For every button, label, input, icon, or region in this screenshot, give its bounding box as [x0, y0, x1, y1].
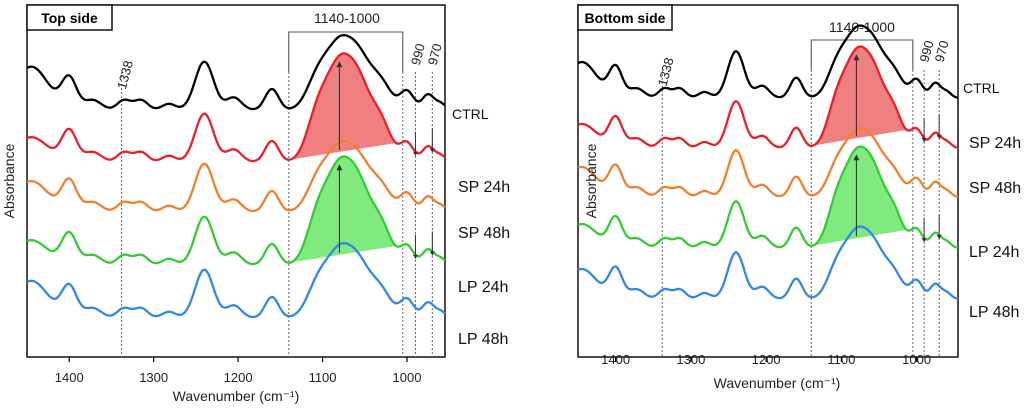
shaded-area — [811, 46, 913, 146]
reference-label: 1338 — [114, 59, 136, 91]
arrow-head — [921, 238, 927, 243]
shaded-areas — [811, 46, 913, 246]
arrow-head — [853, 154, 860, 161]
series-label: LP 48h — [458, 331, 508, 348]
shaded-area — [811, 146, 913, 246]
x-tick-label: 1300 — [139, 370, 168, 385]
series-label: LP 24h — [969, 244, 1019, 261]
bracket-label: 1140-1000 — [314, 10, 380, 26]
arrow-head — [412, 254, 418, 259]
title-box: Top side — [26, 4, 113, 31]
reference-label: 990 — [917, 39, 937, 64]
band-bracket: 1140-1000 — [288, 10, 404, 72]
spectrum-line — [577, 45, 959, 149]
x-tick-label: 1300 — [676, 352, 705, 367]
title-box: Bottom side — [577, 4, 673, 31]
arrow-head — [936, 134, 942, 139]
x-tick-label: 1400 — [55, 370, 84, 385]
series-label: LP 24h — [458, 279, 508, 296]
change-arrows — [853, 54, 942, 243]
series-label: SP 48h — [458, 225, 510, 242]
spectrum-line — [577, 127, 959, 198]
band-bracket: 1140-1000 — [810, 19, 914, 70]
bracket-line — [288, 31, 404, 72]
reference-label: 970 — [425, 42, 445, 67]
shaded-area — [288, 156, 403, 263]
series-label: SP 48h — [969, 180, 1021, 197]
spectrum-line — [26, 241, 446, 319]
x-ticks: 1400 1300 1200 1100 1000 — [601, 352, 931, 367]
x-tick-label: 1000 — [902, 352, 931, 367]
arrow-head — [429, 148, 435, 153]
reference-label: 1338 — [655, 56, 677, 88]
arrow-head — [336, 61, 343, 68]
series-label: SP 24h — [458, 179, 510, 196]
spectrum-line — [577, 225, 959, 300]
title-box-frame — [577, 4, 673, 31]
series-label: CTRL — [452, 106, 489, 122]
series-label: SP 24h — [969, 135, 1021, 152]
reference-label: 990 — [408, 42, 428, 67]
series-label: CTRL — [963, 80, 1000, 96]
panel-title: Bottom side — [585, 10, 666, 26]
x-tick-label: 1100 — [827, 352, 855, 367]
spectrum-line — [26, 33, 446, 111]
spectrum-line — [577, 145, 959, 249]
x-axis-label: Wavenumber (cm⁻¹) — [173, 388, 300, 404]
shaded-areas — [288, 53, 403, 263]
x-axis-label: Wavenumber (cm⁻¹) — [714, 375, 841, 391]
x-tick-label: 1200 — [224, 370, 253, 385]
x-tick-label: 1200 — [752, 352, 781, 367]
y-axis-label: Absorbance — [1, 143, 17, 218]
series-label: LP 48h — [969, 304, 1019, 321]
spectrum-line — [26, 139, 446, 213]
spectrum-line — [577, 24, 959, 99]
arrow-head — [412, 151, 418, 156]
reference-label: 970 — [932, 39, 952, 64]
bracket-line — [810, 39, 914, 70]
reference-lines — [121, 72, 433, 357]
panel-title: Top side — [41, 10, 98, 26]
spectra-curves — [577, 24, 959, 300]
spectrum-line — [26, 52, 446, 163]
shaded-area — [288, 53, 403, 160]
x-tick-label: 1000 — [393, 370, 422, 385]
arrow-head — [921, 138, 927, 143]
spectra-curves — [26, 33, 446, 319]
y-axis-label: Absorbance — [583, 143, 599, 218]
series-labels: CTRL SP 24h SP 48h LP 24h LP 48h — [452, 106, 510, 348]
x-tick-label: 1400 — [601, 352, 630, 367]
x-ticks: 1400 1300 1200 1100 1000 — [55, 357, 422, 385]
arrow-head — [336, 164, 343, 171]
series-labels: CTRL SP 24h SP 48h LP 24h LP 48h — [963, 80, 1021, 321]
arrow-head — [853, 54, 860, 61]
arrow-head — [936, 234, 942, 239]
bracket-label: 1140-1000 — [829, 19, 895, 35]
title-box-frame — [26, 4, 113, 31]
spectrum-line — [26, 155, 446, 266]
x-tick-label: 1100 — [309, 370, 337, 385]
change-arrows — [336, 61, 435, 259]
arrow-head — [429, 251, 435, 256]
plot-frame — [577, 4, 959, 358]
